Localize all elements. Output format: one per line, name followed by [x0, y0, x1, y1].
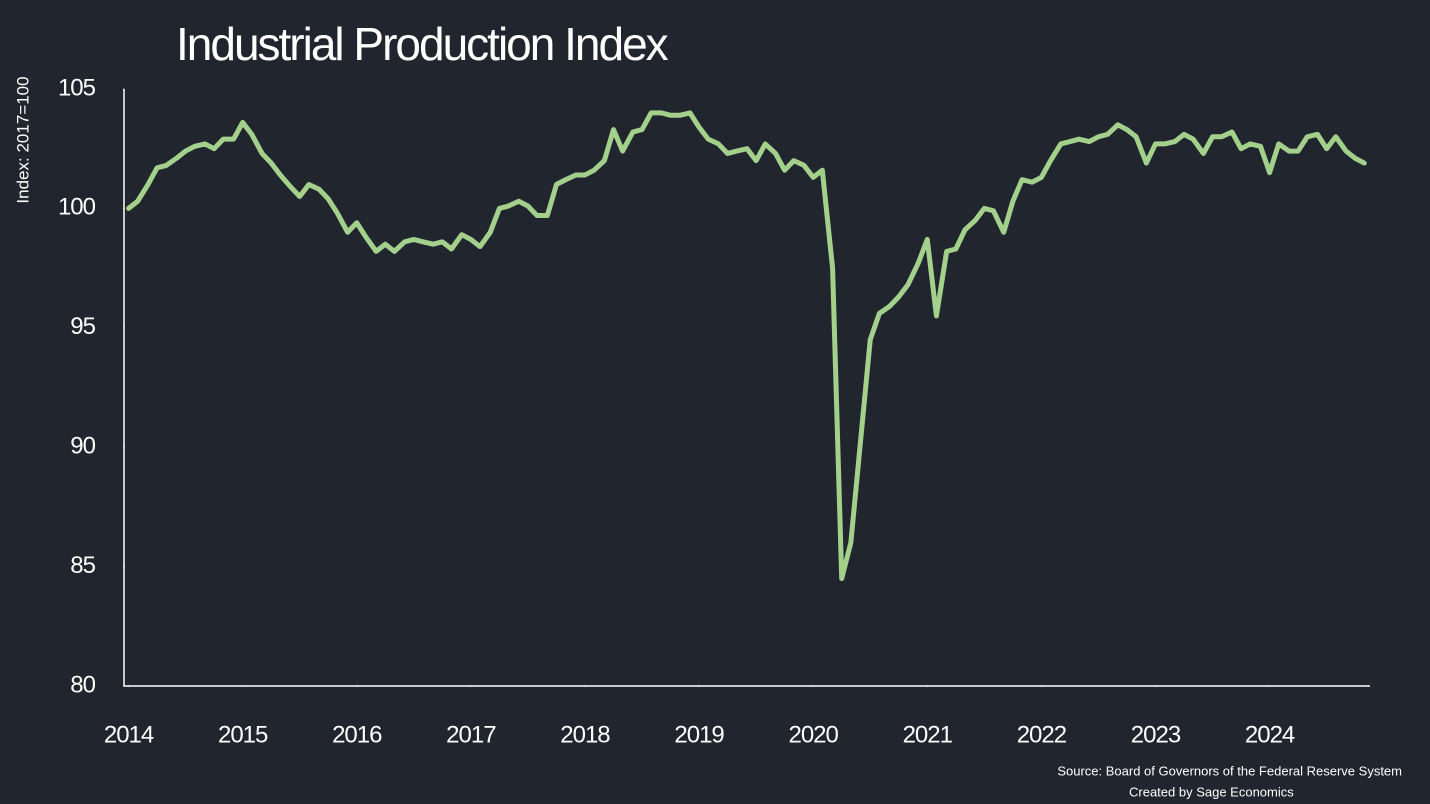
y-tick-label: 85 [70, 552, 95, 579]
x-tick-label: 2020 [788, 721, 838, 748]
chart-title: Industrial Production Index [176, 18, 669, 70]
x-tick-label: 2024 [1245, 721, 1295, 748]
credit-note: Created by Sage Economics [1129, 784, 1294, 799]
x-tick-label: 2018 [560, 721, 610, 748]
y-tick-label: 80 [70, 671, 95, 698]
y-tick-label: 90 [70, 433, 95, 460]
x-tick-label: 2022 [1017, 721, 1067, 748]
source-note: Source: Board of Governors of the Federa… [1057, 763, 1402, 778]
x-tick-label: 2016 [332, 721, 382, 748]
x-tick-label: 2023 [1131, 721, 1181, 748]
x-tick-label: 2014 [104, 721, 154, 748]
y-tick-label: 95 [70, 313, 95, 340]
x-tick-label: 2021 [903, 721, 953, 748]
y-tick-label: 100 [58, 194, 96, 221]
data-line [126, 110, 1367, 582]
y-tick-label: 105 [58, 74, 96, 101]
x-tick-label: 2017 [446, 721, 496, 748]
x-tick-label: 2019 [674, 721, 724, 748]
x-tick-label: 2015 [218, 721, 268, 748]
y-axis-label: Index: 2017=100 [13, 76, 32, 203]
